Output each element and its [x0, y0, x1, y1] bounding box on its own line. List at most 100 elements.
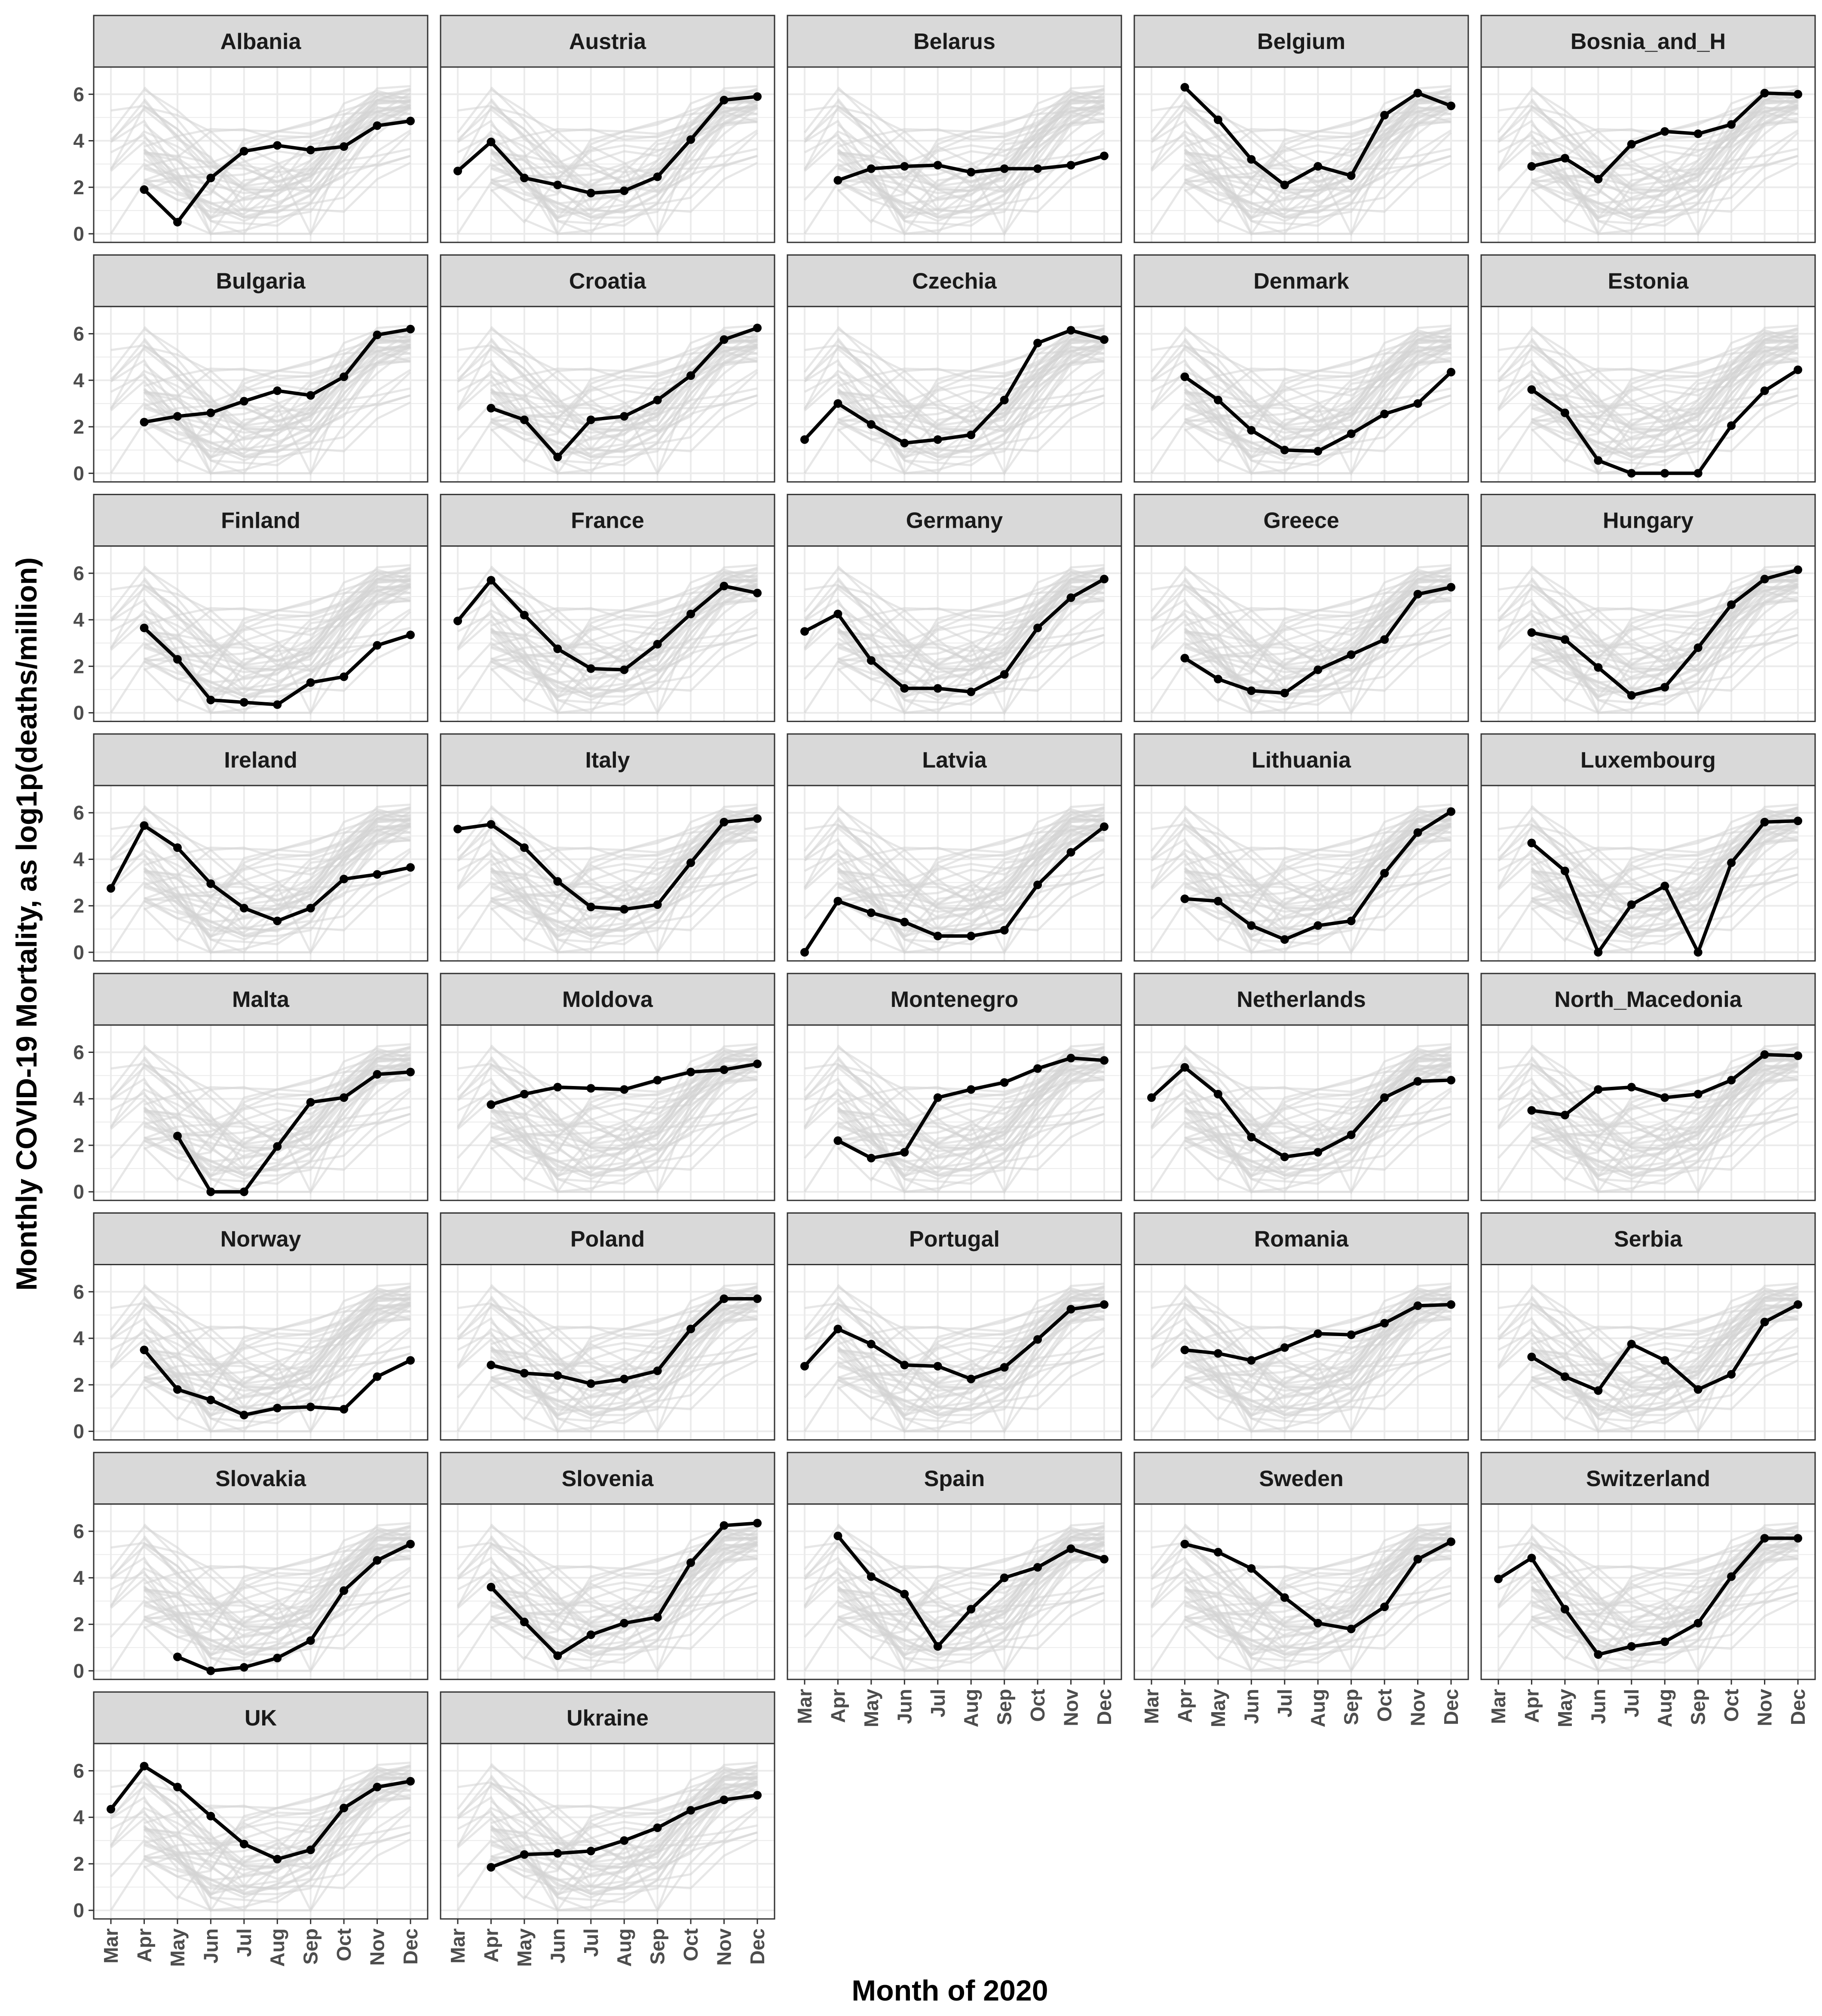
background-line-estonia — [490, 369, 758, 474]
background-line-czechia — [1497, 329, 1798, 444]
background-line-uk — [804, 88, 1105, 184]
data-point — [1100, 1300, 1109, 1309]
background-line-montenegro — [144, 1775, 411, 1878]
data-point — [833, 1531, 842, 1540]
data-point — [406, 863, 415, 872]
background-series — [803, 803, 1105, 955]
background-line-estonia — [143, 1566, 411, 1672]
x-tick-label: Mar — [1140, 1689, 1163, 1724]
highlight-series — [800, 575, 1109, 696]
data-point — [586, 1379, 595, 1388]
background-line-north-macedonia — [1531, 814, 1798, 877]
background-line-netherlands — [1497, 347, 1798, 440]
y-axis-title: Monthly COVID-19 Mortality, as log1p(dea… — [10, 557, 43, 1291]
background-line-estonia — [837, 1087, 1105, 1193]
background-line-czechia — [1151, 1287, 1451, 1402]
x-tick-label: Jun — [546, 1928, 569, 1964]
data-point — [306, 904, 315, 913]
background-line-serbia — [1184, 346, 1452, 434]
panel-border — [93, 1503, 429, 1680]
background-line-uk — [110, 1046, 411, 1142]
data-point — [206, 1666, 215, 1675]
panel-border — [1133, 545, 1469, 722]
data-point — [206, 408, 215, 417]
data-point — [753, 92, 762, 101]
background-line-serbia — [490, 585, 758, 673]
data-point — [967, 431, 976, 440]
background-line-north-macedonia — [1531, 1293, 1798, 1356]
panel-switzerland: Switzerland — [1480, 1452, 1816, 1680]
data-point — [1380, 410, 1389, 419]
background-line-serbia — [144, 585, 411, 673]
facet-label: Italy — [585, 748, 630, 773]
data-point — [1660, 1093, 1669, 1102]
background-line-uk — [1151, 1285, 1451, 1382]
data-point — [1347, 171, 1356, 180]
data-point — [520, 1618, 529, 1627]
background-line-montenegro — [490, 99, 758, 202]
background-series — [456, 803, 758, 955]
background-line-north-macedonia — [144, 574, 411, 637]
data-point — [273, 141, 282, 150]
background-line-montenegro — [1531, 1536, 1798, 1638]
x-tick-label: Sep — [1340, 1689, 1363, 1725]
highlight-series — [1527, 1300, 1802, 1395]
panel-croatia: Croatia — [440, 254, 775, 483]
panel-border — [787, 306, 1122, 483]
data-point — [653, 639, 662, 649]
background-line-uk — [110, 1285, 411, 1382]
background-line-north-macedonia — [491, 95, 758, 159]
panel-border — [440, 1024, 775, 1201]
facet-strip — [440, 1452, 775, 1505]
x-tick-label: Jun — [1240, 1689, 1262, 1724]
data-point — [1380, 1093, 1389, 1102]
background-series — [456, 324, 758, 476]
data-point — [586, 1847, 595, 1856]
data-point — [239, 1187, 248, 1196]
facet-label: Albania — [220, 29, 302, 54]
background-series — [110, 803, 411, 955]
data-point — [140, 418, 149, 427]
facet-label: Germany — [906, 508, 1003, 533]
data-point — [273, 1654, 282, 1663]
background-line-netherlands — [804, 587, 1105, 679]
data-point — [1560, 154, 1569, 163]
facet-label: UK — [245, 1706, 277, 1731]
y-axis: 0 2 4 6 — [73, 1759, 94, 1921]
data-point — [1727, 421, 1736, 430]
data-point — [239, 147, 248, 156]
background-line-netherlands — [457, 826, 758, 919]
background-series — [1497, 85, 1799, 237]
highlight-series — [173, 1539, 415, 1675]
highlight-series — [1527, 365, 1802, 478]
data-point — [620, 412, 629, 421]
data-point — [273, 386, 282, 395]
facet-label: Denmark — [1253, 269, 1349, 294]
data-point — [1660, 127, 1669, 136]
background-line-north-macedonia — [838, 1293, 1105, 1356]
data-point — [1627, 1083, 1636, 1092]
background-line-estonia — [490, 608, 758, 714]
background-line-north-macedonia — [144, 335, 411, 398]
background-line-estonia — [1184, 608, 1452, 714]
background-line-uk — [804, 807, 1105, 902]
data-point — [1314, 1618, 1323, 1627]
background-line-estonia — [490, 847, 758, 954]
background-line-uk — [457, 327, 758, 423]
x-axis: Mar Apr May Jun Jul Aug Sep Oct Nov Dec — [1487, 1679, 1809, 1727]
data-point — [1033, 1335, 1042, 1344]
data-point — [1413, 590, 1422, 599]
highlight-series — [140, 324, 415, 427]
data-point — [1693, 469, 1703, 478]
background-line-netherlands — [1151, 347, 1451, 440]
background-series — [110, 324, 411, 476]
highlight-series — [800, 822, 1109, 957]
panel-bosnia-and-h: Bosnia_and_H — [1480, 15, 1816, 243]
x-tick-label: Apr — [480, 1928, 502, 1962]
data-point — [406, 1356, 415, 1365]
panel-austria: Austria — [440, 15, 775, 243]
background-line-finland — [1531, 1106, 1798, 1185]
x-tick-label: May — [1207, 1689, 1229, 1727]
gridlines — [1134, 67, 1468, 242]
background-line-estonia — [143, 1806, 411, 1912]
